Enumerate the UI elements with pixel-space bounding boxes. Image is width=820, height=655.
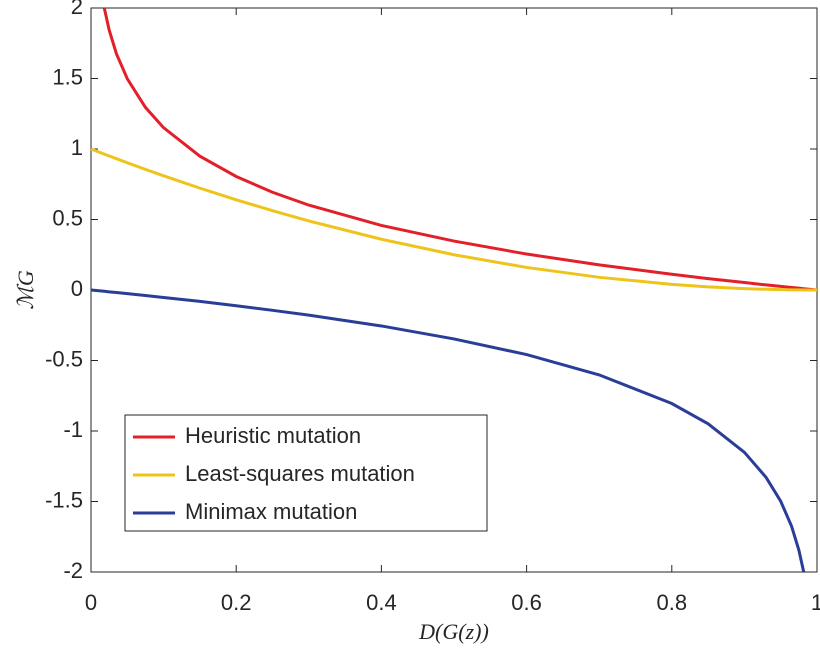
- y-axis-label: ℳG: [13, 270, 38, 310]
- y-tick-label: 1.5: [52, 64, 83, 89]
- y-tick-label: -2: [63, 558, 83, 583]
- x-axis-label: D(G(z)): [418, 619, 489, 644]
- legend-label: Minimax mutation: [185, 499, 357, 524]
- x-tick-label: 0.6: [511, 590, 542, 615]
- y-tick-label: 0: [71, 276, 83, 301]
- x-tick-label: 0.4: [366, 590, 397, 615]
- y-tick-label: -0.5: [45, 346, 83, 371]
- line: [90, 288, 806, 573]
- legend-label: Heuristic mutation: [185, 423, 361, 448]
- y-tick-label: -1: [63, 417, 83, 442]
- y-tick-label: 0.5: [52, 205, 83, 230]
- y-tick-label: 1: [71, 135, 83, 160]
- legend-box: [124, 414, 488, 532]
- line: [90, 147, 818, 292]
- x-tick-label: 0.2: [221, 590, 252, 615]
- legend-label: Least-squares mutation: [185, 461, 415, 486]
- line: [102, 7, 818, 292]
- x-tick-label: 0: [85, 590, 97, 615]
- x-tick-label: 1: [811, 590, 820, 615]
- y-tick-label: -1.5: [45, 487, 83, 512]
- y-tick-label: 2: [71, 0, 83, 19]
- x-tick-label: 0.8: [657, 590, 688, 615]
